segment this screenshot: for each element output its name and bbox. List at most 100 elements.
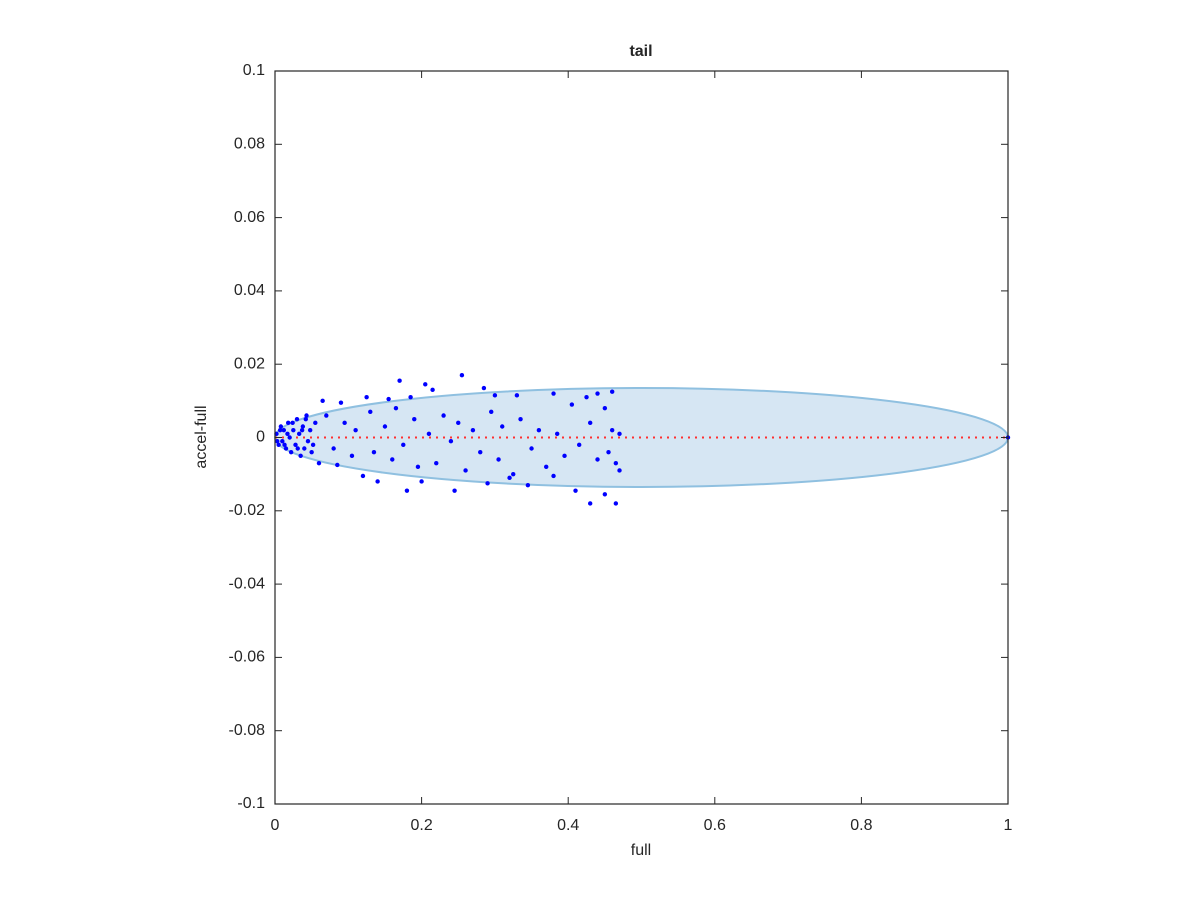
scatter-point <box>481 385 487 391</box>
y-tick-label: -0.04 <box>229 575 266 592</box>
scatter-point <box>518 416 523 422</box>
scatter-point <box>274 438 280 444</box>
chart-title: tail <box>629 43 652 60</box>
scatter-point <box>324 413 329 418</box>
scatter-point <box>562 453 567 459</box>
scatter-point <box>375 479 380 484</box>
scatter-point <box>412 416 417 422</box>
scatter-point <box>525 482 531 488</box>
scatter-point <box>459 372 465 378</box>
scatter-point <box>302 446 307 451</box>
x-tick-label: 0.4 <box>557 817 579 834</box>
scatter-point <box>280 438 285 444</box>
scatter-point <box>320 398 325 404</box>
scatter-point <box>613 460 619 466</box>
scatter-point <box>309 449 314 455</box>
scatter-point <box>452 488 457 493</box>
y-tick-label: 0.1 <box>243 62 265 79</box>
scatter-point <box>463 468 468 473</box>
scatter-point <box>404 488 410 493</box>
scatter-point <box>408 394 413 400</box>
scatter-point <box>606 449 611 455</box>
scatter-point <box>434 460 439 466</box>
scatter-point <box>335 462 340 468</box>
scatter-point <box>485 481 490 486</box>
scatter-point <box>393 405 399 411</box>
scatter-point <box>430 387 435 393</box>
scatter-point <box>536 427 542 433</box>
scatter-point <box>298 453 303 459</box>
scatter-point <box>456 420 461 426</box>
y-tick-label: -0.02 <box>229 502 266 519</box>
scatter-point <box>595 457 600 462</box>
scatter-point <box>300 424 306 429</box>
scatter-point <box>349 453 355 459</box>
scatter-point <box>364 394 369 400</box>
y-tick-label: -0.08 <box>229 722 266 739</box>
scatter-point <box>500 424 505 429</box>
scatter-point <box>295 446 300 451</box>
x-tick-label: 0.8 <box>850 817 872 834</box>
scatter-point <box>305 438 311 444</box>
scatter-point <box>595 391 600 396</box>
scatter-point <box>401 442 406 448</box>
scatter-point <box>441 413 446 418</box>
scatter-point <box>390 457 395 462</box>
scatter-point <box>285 431 290 437</box>
scatter-point <box>419 479 424 484</box>
scatter-point <box>313 420 318 426</box>
x-axis-label: full <box>631 842 651 859</box>
scatter-point <box>602 405 608 411</box>
scatter-point <box>551 473 556 479</box>
scatter-point <box>470 427 476 433</box>
scatter-point <box>285 420 291 426</box>
x-tick-label: 0 <box>271 817 280 834</box>
scatter-point <box>386 396 391 402</box>
scatter-point <box>290 420 295 426</box>
scatter-point <box>282 442 287 448</box>
scatter-point <box>294 416 300 422</box>
scatter-point <box>360 473 366 479</box>
scatter-point <box>584 394 589 400</box>
y-axis-label: accel-full <box>193 405 210 468</box>
x-tick-label: 0.2 <box>410 817 432 834</box>
y-tick-label: 0.08 <box>234 136 265 153</box>
scatter-point <box>587 420 593 426</box>
scatter-point <box>299 427 305 433</box>
scatter-point <box>304 413 309 418</box>
scatter-point <box>307 427 313 433</box>
scatter-point <box>303 416 308 422</box>
scatter-point <box>514 393 520 398</box>
scatter-point <box>609 389 615 394</box>
y-tick-label: -0.06 <box>229 649 266 666</box>
scatter-point <box>507 475 512 481</box>
scatter-point <box>291 427 296 433</box>
scatter-point <box>342 420 347 426</box>
scatter-point <box>587 501 593 506</box>
scatter-point <box>415 464 421 470</box>
scatter-point <box>576 442 582 448</box>
y-tick-label: -0.1 <box>237 795 265 812</box>
scatter-point <box>573 488 578 493</box>
scatter-point <box>511 471 516 477</box>
scatter-point <box>287 435 292 440</box>
scatter-point <box>288 449 294 455</box>
y-tick-label: 0 <box>256 429 265 446</box>
scatter-point <box>397 378 402 383</box>
scatter-point <box>426 431 432 437</box>
y-tick-label: 0.04 <box>234 282 265 299</box>
scatter-point <box>489 409 494 415</box>
scatter-point <box>492 393 498 398</box>
scatter-point <box>277 427 283 433</box>
scatter-point <box>310 442 316 448</box>
scatter-point <box>478 449 483 455</box>
scatter-point <box>617 468 622 473</box>
y-tick-label: 0.06 <box>234 209 265 226</box>
scatter-point <box>283 446 289 451</box>
scatter-point <box>496 457 501 462</box>
scatter-point <box>602 492 608 497</box>
x-tick-label: 1 <box>1004 817 1013 834</box>
scatter-point <box>529 446 534 451</box>
